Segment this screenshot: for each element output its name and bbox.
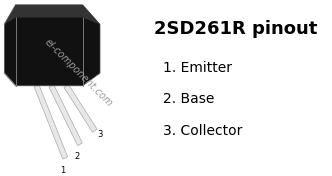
Polygon shape [34, 85, 68, 159]
Polygon shape [64, 84, 97, 132]
Text: el-component.com: el-component.com [42, 37, 114, 109]
Text: 2SD261R pinout: 2SD261R pinout [154, 20, 317, 38]
Text: 3: 3 [97, 130, 103, 139]
Polygon shape [49, 84, 82, 146]
Polygon shape [4, 5, 100, 24]
Text: 2: 2 [75, 152, 80, 161]
Polygon shape [4, 5, 100, 86]
Text: 3. Collector: 3. Collector [163, 124, 242, 138]
Text: 2. Base: 2. Base [163, 92, 214, 106]
Text: 1. Emitter: 1. Emitter [163, 61, 232, 75]
Text: 1: 1 [60, 166, 65, 175]
